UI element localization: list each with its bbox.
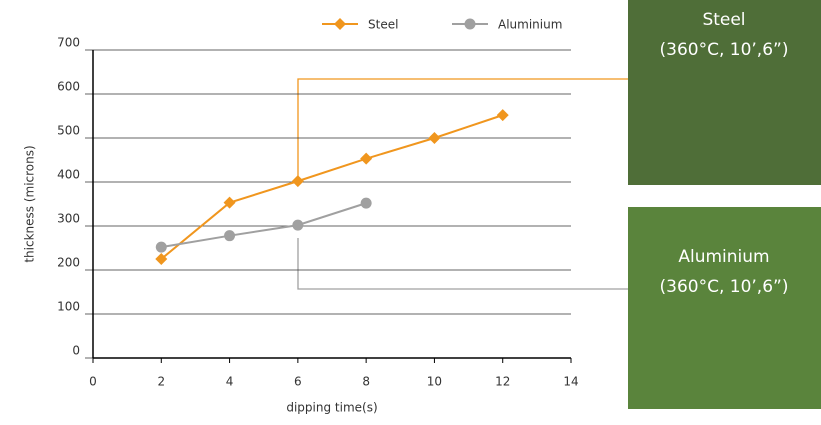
annotation-box: Steel (360°C, 10’,6”)	[628, 0, 821, 185]
point	[497, 109, 509, 121]
y-tick-label: 700	[57, 36, 80, 50]
y-tick-label: 200	[57, 256, 80, 270]
legend-marker	[334, 18, 346, 30]
point	[361, 198, 372, 209]
x-tick-label: 6	[294, 375, 302, 389]
y-tick-label: 600	[57, 80, 80, 94]
y-tick-label: 100	[57, 300, 80, 314]
series-line	[161, 115, 502, 259]
legend-label: Aluminium	[498, 18, 562, 32]
annotation-text: Aluminium	[678, 247, 769, 267]
y-tick-label: 0	[72, 344, 80, 358]
annotation-text: (360°C, 10’,6”)	[660, 40, 789, 60]
y-axis-label: thickness (microns)	[23, 145, 37, 262]
connector	[298, 238, 628, 289]
point	[156, 242, 167, 253]
x-tick-label: 8	[362, 375, 370, 389]
point	[224, 230, 235, 241]
x-axis-label: dipping time(s)	[286, 401, 377, 415]
legend-marker	[465, 19, 476, 30]
point	[428, 132, 440, 144]
chart: thickness (microns) dipping time(s) 0100…	[0, 0, 821, 421]
x-tick-label: 14	[563, 375, 578, 389]
annotation-text: (360°C, 10’,6”)	[660, 277, 789, 297]
point	[292, 175, 304, 187]
x-tick-label: 2	[157, 375, 165, 389]
x-tick-label: 4	[226, 375, 234, 389]
y-tick-label: 400	[57, 168, 80, 182]
y-tick-label: 500	[57, 124, 80, 138]
annotation-text: Steel	[702, 10, 745, 30]
legend-label: Steel	[368, 18, 398, 32]
point	[360, 153, 372, 165]
annotation-bg	[628, 207, 821, 409]
x-tick-label: 12	[495, 375, 510, 389]
annotation-box: Aluminium (360°C, 10’,6”)	[628, 207, 821, 409]
x-tick-label: 0	[89, 375, 97, 389]
point	[292, 220, 303, 231]
series-line	[161, 203, 366, 247]
y-tick-label: 300	[57, 212, 80, 226]
page: {"chart_data": {"type": "line", "x": [2,…	[0, 0, 821, 421]
x-tick-label: 10	[427, 375, 442, 389]
